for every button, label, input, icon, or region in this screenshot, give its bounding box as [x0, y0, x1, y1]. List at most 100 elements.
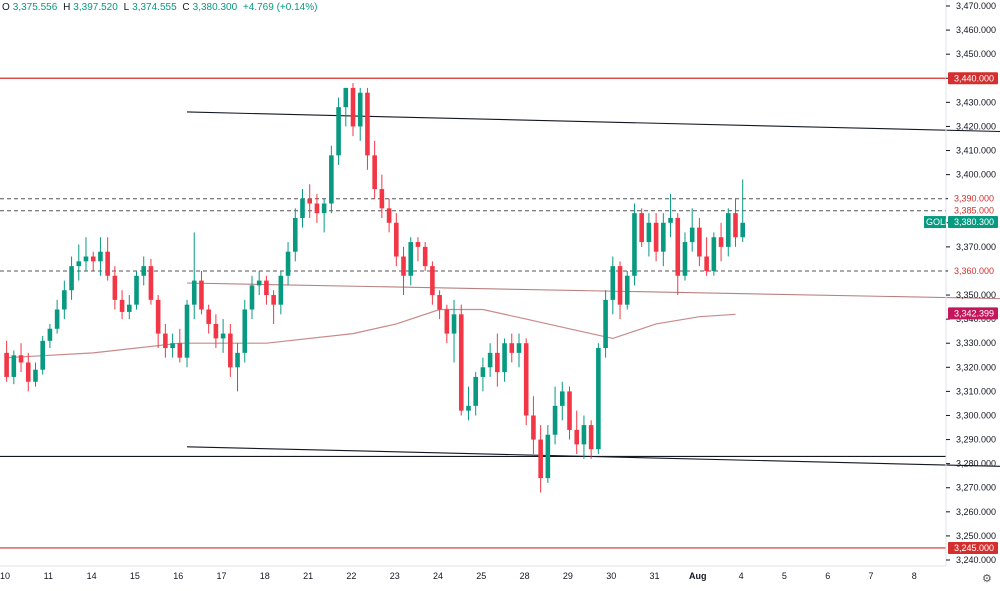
- candle-body: [545, 434, 551, 479]
- candle-body: [430, 266, 435, 296]
- candle-body: [98, 251, 103, 262]
- candle: [329, 145, 334, 214]
- level-tag-bg: [948, 72, 998, 85]
- gear-icon[interactable]: ⚙: [982, 572, 992, 585]
- candle-body: [704, 256, 709, 271]
- trendline: [187, 446, 1000, 467]
- candles[interactable]: [4, 83, 746, 493]
- y-tick-label: 3,470.000: [956, 1, 996, 11]
- current-price-tag: 3,380.300: [954, 217, 994, 227]
- y-tick-label: 3,260.000: [956, 507, 996, 517]
- candle: [271, 290, 276, 324]
- x-tick-label: 11: [44, 571, 53, 581]
- candle: [249, 275, 255, 320]
- y-tick-label: 3,280.000: [956, 459, 996, 469]
- level-tag: 3,440.000: [954, 73, 994, 83]
- candle-body: [54, 309, 60, 329]
- candle-body: [264, 280, 269, 296]
- candle: [581, 415, 587, 459]
- candle: [33, 362, 38, 387]
- candle: [733, 198, 738, 247]
- candle-body: [451, 314, 457, 334]
- candle: [242, 299, 248, 363]
- candle: [184, 299, 190, 368]
- candle: [639, 208, 644, 247]
- candle: [134, 270, 139, 310]
- ohlc-readout: O 3,375.556 H 3,397.520 L 3,374.555 C 3,380.…: [2, 2, 320, 13]
- trendline: [187, 111, 1000, 133]
- candle: [502, 338, 507, 382]
- candle: [11, 350, 17, 385]
- candle: [668, 193, 673, 238]
- candle: [408, 237, 414, 286]
- candle-body: [523, 343, 529, 416]
- candle-body: [329, 155, 334, 204]
- candle-body: [422, 246, 428, 267]
- candle: [740, 179, 746, 243]
- candle: [458, 304, 464, 416]
- candle: [199, 270, 204, 315]
- candle-body: [213, 323, 219, 339]
- candle: [365, 87, 370, 170]
- level-tag-bg: [948, 192, 998, 205]
- candle: [76, 244, 82, 281]
- ma-tag: 3,342.399: [954, 308, 994, 318]
- y-tick-label: 3,450.000: [956, 49, 996, 59]
- y-tick-label: 3,350.000: [956, 290, 996, 300]
- candle: [177, 328, 183, 363]
- candle-body: [588, 425, 594, 450]
- x-tick-label: 18: [260, 571, 270, 581]
- candle: [350, 83, 356, 137]
- candle: [552, 386, 558, 445]
- candle: [126, 295, 132, 320]
- candle-body: [148, 266, 154, 300]
- candle: [336, 97, 341, 165]
- candle: [25, 352, 31, 392]
- candle-body: [386, 208, 392, 223]
- candle-body: [33, 369, 38, 382]
- candle: [285, 242, 291, 286]
- x-tick-label: 24: [433, 571, 443, 581]
- x-tick-label: 5: [782, 571, 787, 581]
- time-axis[interactable]: 10 11 14 15 16 17 18 21 22 23 24 25 28 29 30 31 Aug 4 5 6 7 8: [0, 571, 917, 581]
- level-tag: 3,245.000: [954, 543, 994, 553]
- candle-body: [574, 429, 580, 445]
- level-tag-bg: [948, 264, 998, 277]
- candle: [430, 261, 435, 305]
- candle-body: [415, 242, 421, 247]
- candle-body: [668, 217, 673, 223]
- y-tick-label: 3,460.000: [956, 25, 996, 35]
- candle: [379, 174, 385, 218]
- high-label: H: [63, 2, 71, 13]
- candle: [531, 396, 536, 455]
- candle: [574, 410, 580, 455]
- level-tag: 3,390.000: [954, 194, 994, 204]
- x-tick-label: 23: [390, 571, 400, 581]
- candle-body: [249, 285, 255, 310]
- candle-body: [675, 217, 681, 276]
- candle-body: [740, 222, 746, 238]
- candle-body: [552, 405, 558, 435]
- candle-body: [682, 242, 688, 276]
- candle: [653, 213, 659, 262]
- candle-body: [661, 222, 666, 252]
- candle-body: [408, 242, 414, 276]
- candle: [559, 381, 565, 421]
- candle-body: [466, 405, 471, 411]
- candle-body: [4, 352, 9, 377]
- price-tags: 3,440.000 3,390.000 3,385.000 3,360.000 3,24…: [924, 72, 998, 554]
- close-value: 3,380.300: [192, 2, 238, 13]
- y-tick-label: 3,370.000: [956, 242, 996, 252]
- candle: [394, 213, 399, 267]
- candle: [220, 319, 226, 353]
- trendlines[interactable]: [187, 111, 1000, 471]
- candle-body: [336, 107, 341, 156]
- candle-body: [444, 309, 450, 334]
- candle-body: [314, 203, 320, 214]
- candle: [307, 184, 313, 218]
- candle-body: [271, 295, 276, 305]
- candle: [697, 217, 702, 267]
- candle: [105, 237, 110, 281]
- candle-body: [163, 333, 168, 349]
